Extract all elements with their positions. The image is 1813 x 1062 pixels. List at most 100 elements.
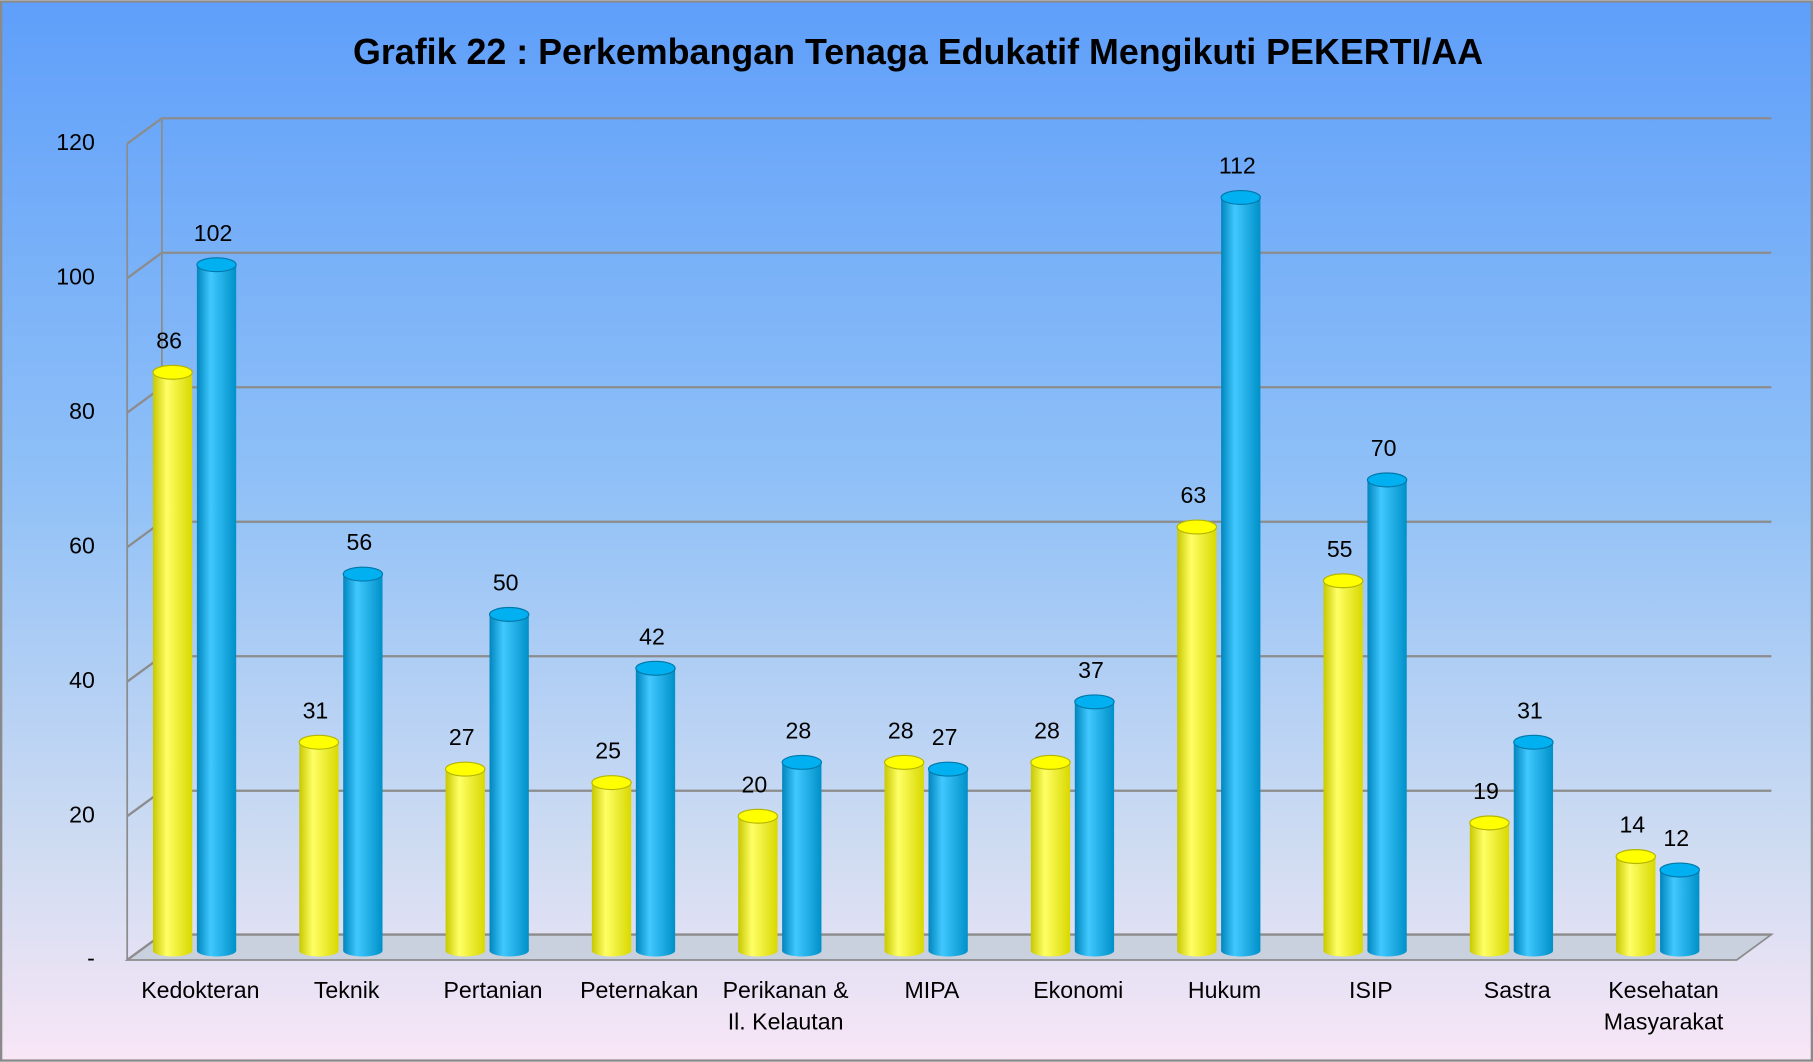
y-tick-label: - bbox=[87, 945, 95, 971]
bar-base bbox=[1074, 944, 1115, 957]
x-tick-label-box: Pertanian bbox=[443, 978, 542, 1003]
bar-top bbox=[298, 734, 340, 750]
bar bbox=[591, 782, 632, 951]
x-tick-label: Peternakan bbox=[580, 978, 699, 1004]
bar bbox=[1513, 742, 1554, 951]
data-label: 70 bbox=[1371, 435, 1397, 461]
bar-base bbox=[884, 944, 924, 957]
x-tick-label: ISIP bbox=[1349, 978, 1393, 1004]
bar-top bbox=[883, 754, 925, 770]
bar bbox=[445, 769, 485, 951]
bar-base bbox=[1367, 944, 1407, 957]
x-tick-label: Perikanan & Il. Kelautan bbox=[722, 978, 849, 1036]
bar bbox=[635, 668, 676, 951]
data-label: 50 bbox=[493, 569, 519, 595]
bar-base bbox=[591, 944, 632, 957]
x-tick-label: Kesehatan Masyarakat bbox=[1603, 978, 1724, 1036]
bar bbox=[1323, 580, 1363, 951]
bar-base bbox=[1616, 944, 1656, 957]
data-label: 63 bbox=[1180, 482, 1206, 508]
bar bbox=[1030, 762, 1071, 951]
bar-top bbox=[737, 808, 779, 824]
x-tick-label-box: Perikanan & Il. Kelautan bbox=[722, 978, 849, 1036]
x-tick-label: Teknik bbox=[313, 978, 380, 1004]
data-label: 55 bbox=[1327, 536, 1353, 562]
chart-title: Grafik 22 : Perkembangan Tenaga Edukatif… bbox=[353, 32, 1483, 72]
bar bbox=[1660, 870, 1700, 951]
data-label: 37 bbox=[1078, 657, 1104, 683]
data-label: 86 bbox=[156, 327, 182, 353]
y-tick-label: 60 bbox=[69, 532, 95, 558]
bar-top bbox=[1513, 734, 1554, 750]
bar bbox=[299, 742, 339, 951]
data-label: 27 bbox=[449, 724, 475, 750]
bar-top bbox=[1074, 694, 1115, 710]
bar-top bbox=[488, 606, 530, 622]
bar bbox=[1616, 856, 1656, 951]
bar-base bbox=[489, 944, 529, 957]
bar-top bbox=[635, 660, 676, 676]
bar-base bbox=[928, 944, 968, 957]
bar-top bbox=[1659, 862, 1700, 878]
bar-top bbox=[1220, 189, 1261, 205]
data-label: 19 bbox=[1473, 778, 1499, 804]
x-tick-label-box: ISIP bbox=[1349, 978, 1393, 1004]
bar-base bbox=[1513, 944, 1554, 957]
x-tick-label-box: MIPA bbox=[904, 978, 960, 1004]
bar-base bbox=[1221, 944, 1261, 957]
x-tick-label: Sastra bbox=[1483, 978, 1551, 1004]
bar-base bbox=[196, 944, 237, 957]
data-label: 28 bbox=[888, 717, 914, 743]
data-label: 14 bbox=[1619, 812, 1645, 838]
x-tick-label: Kedokteran bbox=[141, 978, 260, 1004]
data-label: 31 bbox=[1517, 697, 1543, 723]
grid-line bbox=[126, 117, 1772, 145]
bar bbox=[928, 769, 968, 951]
bar-top bbox=[1469, 815, 1510, 831]
bar-base bbox=[635, 944, 676, 957]
bar-base bbox=[299, 944, 339, 957]
data-label: 27 bbox=[932, 724, 958, 750]
bar bbox=[196, 264, 237, 951]
y-tick-label: 40 bbox=[69, 667, 95, 693]
bar-base bbox=[1177, 944, 1217, 957]
x-tick-label-box: Ekonomi bbox=[1033, 978, 1124, 1004]
bar-base bbox=[1323, 944, 1363, 957]
plot-area: - 20 40 60 80 100 120 Kedokteran 86 102 Teknik 31 56… bbox=[56, 117, 1775, 1036]
y-tick-label: 120 bbox=[56, 129, 95, 155]
data-label: 112 bbox=[1219, 153, 1256, 179]
data-label: 56 bbox=[347, 529, 373, 555]
bar bbox=[1074, 701, 1115, 951]
data-label: 102 bbox=[194, 220, 233, 246]
bar-top bbox=[1366, 472, 1408, 488]
bar bbox=[1221, 197, 1261, 951]
y-tick-label: 20 bbox=[69, 801, 95, 827]
bar-top bbox=[927, 761, 969, 777]
x-tick-label-box: Kedokteran bbox=[141, 978, 260, 1004]
bar bbox=[1177, 527, 1217, 951]
bar-top bbox=[1176, 519, 1218, 535]
x-tick-label: Ekonomi bbox=[1033, 978, 1124, 1004]
data-label: 28 bbox=[785, 717, 811, 743]
bar-top bbox=[1615, 849, 1657, 865]
bar bbox=[343, 574, 383, 951]
bar-top bbox=[444, 761, 486, 777]
bar-top bbox=[1030, 754, 1071, 770]
y-tick-label: 100 bbox=[56, 263, 95, 289]
x-tick-label-box: Sastra bbox=[1483, 978, 1551, 1004]
x-tick-label: Hukum bbox=[1187, 978, 1262, 1004]
bar-top bbox=[342, 566, 384, 582]
data-label: 28 bbox=[1034, 717, 1060, 743]
bar-top bbox=[196, 257, 237, 273]
bar bbox=[782, 762, 822, 951]
bar bbox=[1469, 822, 1510, 951]
bar bbox=[489, 614, 529, 951]
data-label: 42 bbox=[639, 623, 665, 649]
bar-top bbox=[152, 364, 193, 380]
data-label: 12 bbox=[1663, 825, 1689, 851]
bar-top bbox=[591, 775, 632, 791]
x-tick-label: MIPA bbox=[904, 978, 960, 1004]
bar-base bbox=[152, 944, 193, 957]
data-label: 25 bbox=[595, 738, 621, 764]
